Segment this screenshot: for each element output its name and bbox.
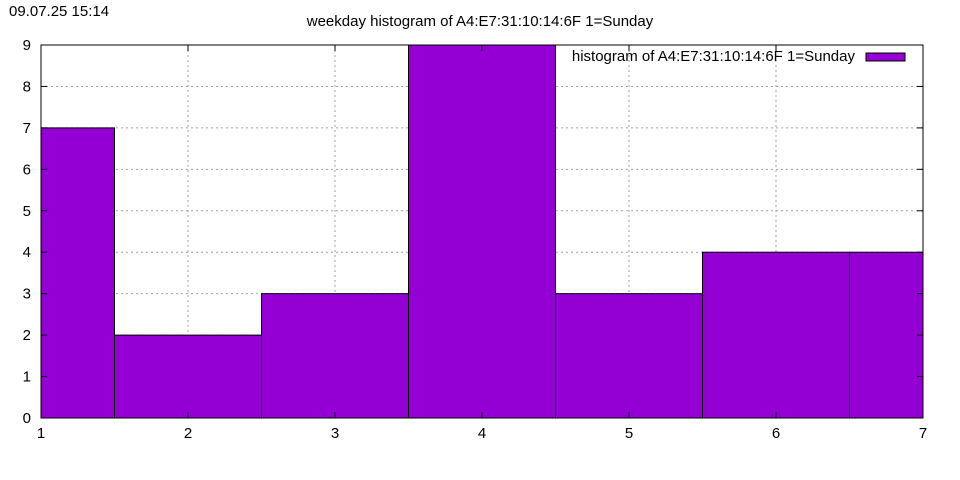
x-tick-label-5: 5 [625,425,633,442]
legend: histogram of A4:E7:31:10:14:6F 1=Sunday [572,48,906,65]
y-tick-label-6: 6 [23,161,31,178]
histogram-bars [40,44,924,419]
legend-label: histogram of A4:E7:31:10:14:6F 1=Sunday [572,48,856,65]
x-tick-label-4: 4 [478,425,486,442]
y-tick-label-9: 9 [23,37,31,54]
bar-weekday-7 [849,251,924,419]
y-tick-label-5: 5 [23,203,31,220]
legend-swatch [865,52,906,62]
bar-weekday-3 [261,293,409,419]
x-tick-label-1: 1 [37,425,45,442]
y-tick-label-8: 8 [23,78,31,95]
x-tick-label-7: 7 [919,425,927,442]
x-tick-label-6: 6 [772,425,780,442]
chart-title: weekday histogram of A4:E7:31:10:14:6F 1… [306,13,654,30]
bar-weekday-1 [40,127,115,419]
x-tick-label-2: 2 [184,425,192,442]
timestamp: 09.07.25 15:14 [9,3,110,20]
y-tick-label-2: 2 [23,327,31,344]
y-tick-label-3: 3 [23,286,31,303]
x-tick-label-3: 3 [331,425,339,442]
bar-weekday-2 [114,334,262,419]
y-tick-label-0: 0 [23,410,31,427]
bar-weekday-6 [702,251,850,419]
bar-weekday-4 [408,44,556,419]
y-tick-label-1: 1 [23,369,31,386]
bar-weekday-5 [555,293,703,419]
y-tick-label-4: 4 [23,244,31,261]
y-tick-label-7: 7 [23,120,31,137]
